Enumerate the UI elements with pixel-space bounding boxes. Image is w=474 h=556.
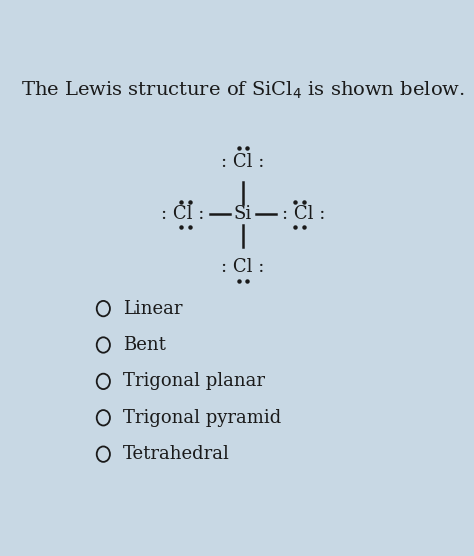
- Text: Linear: Linear: [123, 300, 182, 317]
- Text: : Cl :: : Cl :: [221, 153, 264, 171]
- Text: Tetrahedral: Tetrahedral: [123, 445, 230, 463]
- Text: Bent: Bent: [123, 336, 166, 354]
- Text: : Cl :: : Cl :: [221, 258, 264, 276]
- Text: The Lewis structure of SiCl$_4$ is shown below.: The Lewis structure of SiCl$_4$ is shown…: [21, 80, 465, 101]
- Text: : Cl :: : Cl :: [161, 205, 204, 224]
- Text: Trigonal pyramid: Trigonal pyramid: [123, 409, 281, 427]
- Text: Trigonal planar: Trigonal planar: [123, 373, 265, 390]
- Text: : Cl :: : Cl :: [282, 205, 325, 224]
- Text: Si: Si: [234, 205, 252, 224]
